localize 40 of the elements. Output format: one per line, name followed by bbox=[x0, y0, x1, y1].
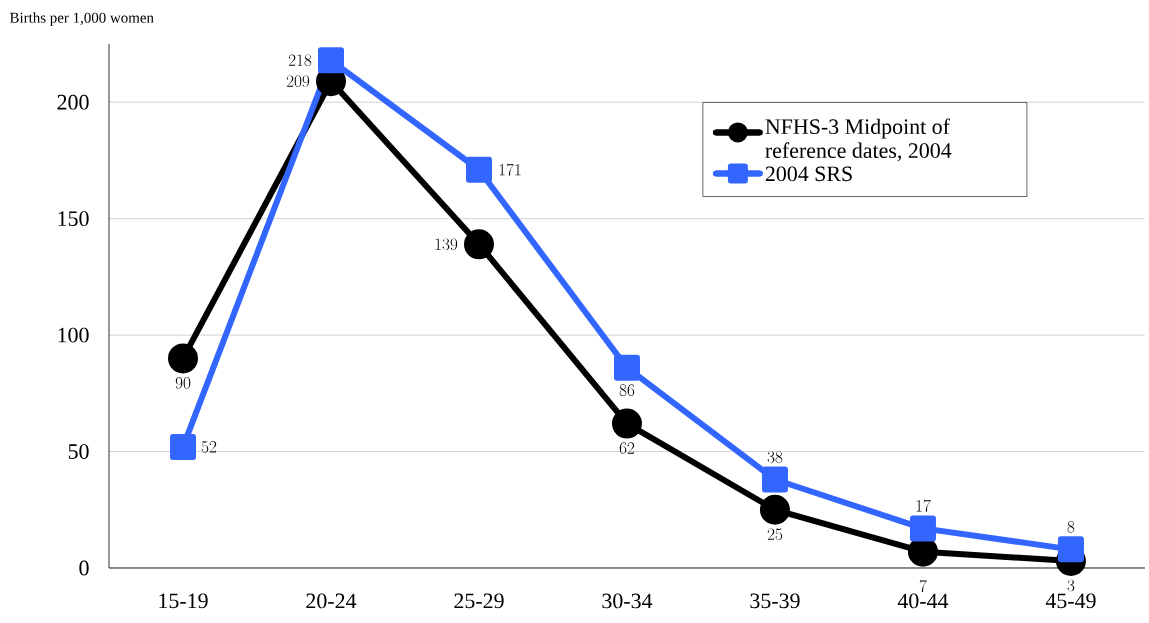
x-tick-label: 20-24 bbox=[306, 593, 357, 609]
data-label: 8 bbox=[1067, 521, 1075, 533]
data-label: 25 bbox=[767, 528, 783, 541]
data-label: 90 bbox=[175, 377, 191, 389]
legend-label: NFHS-3 Midpoint of reference dates, 2004 bbox=[765, 118, 952, 162]
x-tick-label: 40-44 bbox=[897, 593, 949, 609]
y-tick-label: 150 bbox=[58, 211, 89, 227]
x-tick-label: 35-39 bbox=[750, 593, 800, 609]
data-label: 52 bbox=[201, 441, 217, 453]
y-axis-title: Births per 1,000 women bbox=[9, 12, 154, 26]
data-label: 3 bbox=[1067, 579, 1075, 592]
point bbox=[168, 343, 198, 374]
data-label: 7 bbox=[919, 580, 927, 593]
data-label: 139 bbox=[435, 238, 458, 251]
x-tick-label: 15-19 bbox=[159, 593, 208, 609]
point bbox=[909, 515, 936, 542]
point bbox=[170, 433, 196, 460]
data-label: 62 bbox=[619, 442, 635, 454]
data-label: 218 bbox=[288, 54, 312, 67]
y-tick-label: 200 bbox=[57, 94, 89, 110]
data-label: 38 bbox=[767, 451, 783, 463]
y-tick-label: 50 bbox=[68, 444, 89, 459]
point bbox=[759, 494, 790, 525]
data-label: 17 bbox=[916, 499, 931, 512]
point bbox=[611, 408, 642, 439]
data-label: 209 bbox=[286, 75, 310, 88]
point bbox=[761, 466, 788, 493]
data-label: 86 bbox=[619, 384, 635, 397]
point bbox=[465, 156, 492, 183]
x-tick-label: 30-34 bbox=[602, 593, 653, 609]
point bbox=[317, 47, 344, 74]
legend-label: 2004 SRS bbox=[765, 166, 852, 182]
point bbox=[1057, 536, 1084, 563]
x-tick-label: 25-29 bbox=[454, 593, 504, 609]
data-label: 171 bbox=[499, 163, 521, 176]
x-tick-label: 45-49 bbox=[1045, 593, 1096, 609]
point bbox=[613, 354, 640, 381]
y-tick-label: 0 bbox=[79, 560, 89, 576]
point bbox=[463, 229, 494, 260]
y-tick-label: 100 bbox=[58, 327, 89, 343]
